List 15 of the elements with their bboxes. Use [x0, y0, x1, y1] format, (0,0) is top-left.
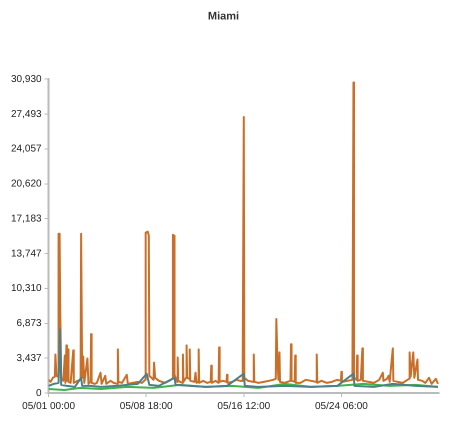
y-tick-label: 10,310 [10, 283, 42, 294]
y-tick-label: 30,930 [10, 74, 42, 85]
y-tick-label: 0 [36, 388, 42, 399]
y-tick-label: 24,057 [10, 144, 42, 155]
y-tick-label: 6,873 [16, 318, 42, 330]
y-tick-label: 27,493 [10, 108, 42, 120]
y-tick-label: 3,437 [16, 352, 42, 364]
x-tick-label: 05/16 12:00 [217, 400, 271, 412]
x-tick-label: 05/24 06:00 [314, 400, 368, 412]
y-tick-label: 20,620 [10, 178, 42, 190]
y-tick-label: 17,183 [10, 213, 42, 224]
chart-title: Miami [208, 10, 240, 23]
y-tick-label: 13,747 [10, 248, 42, 260]
x-tick-label: 05/01 00:00 [22, 400, 76, 412]
x-tick-label: 05/08 18:00 [120, 400, 174, 412]
